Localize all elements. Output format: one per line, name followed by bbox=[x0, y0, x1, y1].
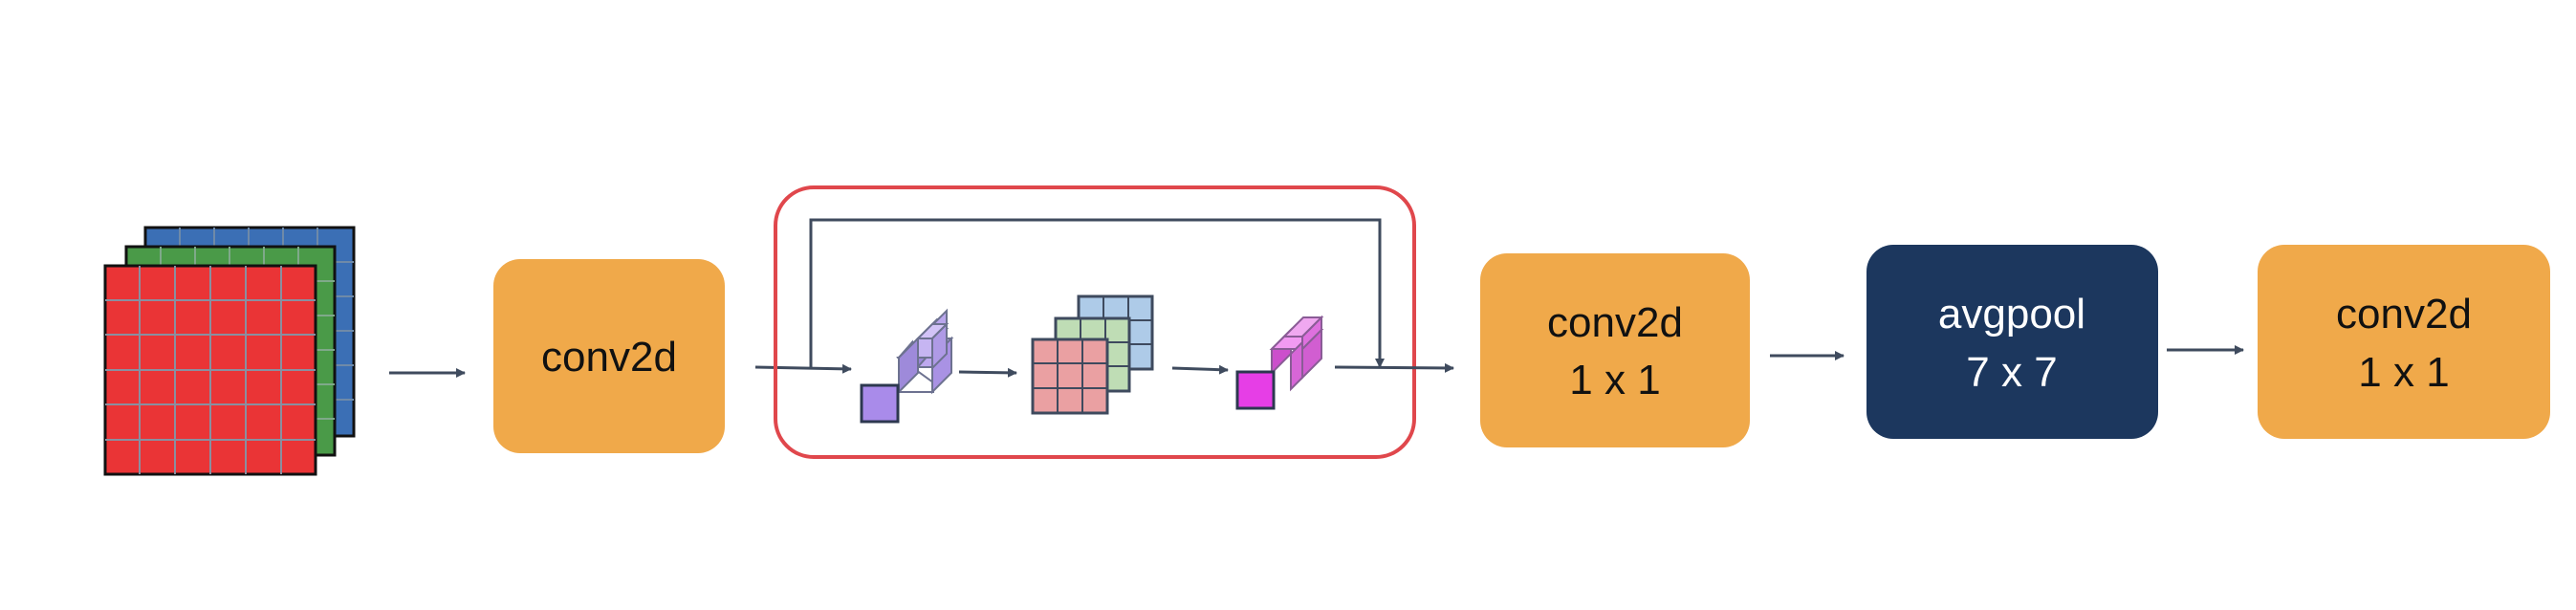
intermediate-feature-stack-icon bbox=[1031, 294, 1154, 415]
skip-connection-line bbox=[809, 218, 1385, 368]
conv2d-block: conv2d bbox=[493, 259, 725, 453]
final-conv2d-size-label: 1 x 1 bbox=[2358, 349, 2449, 396]
arrow-conv-to-separable bbox=[754, 363, 852, 374]
pointwise-kernel-icon bbox=[1235, 315, 1324, 410]
arrow-depthwise-to-feature bbox=[958, 367, 1017, 378]
arrow-block-to-conv1x1 bbox=[1334, 362, 1454, 373]
conv2d-1x1-size-label: 1 x 1 bbox=[1569, 357, 1660, 403]
depthwise-kernel-icon bbox=[860, 308, 954, 424]
input-image-stack-icon bbox=[103, 226, 356, 476]
final-conv2d-label: conv2d bbox=[2336, 291, 2472, 338]
conv2d-block-label: conv2d bbox=[541, 334, 677, 381]
red-channel-layer bbox=[103, 264, 317, 476]
final-conv2d-1x1-block: conv2d 1 x 1 bbox=[2258, 245, 2550, 439]
conv2d-1x1-block: conv2d 1 x 1 bbox=[1480, 253, 1750, 447]
arrow-feature-to-pointwise bbox=[1171, 364, 1229, 375]
avgpool-label: avgpool bbox=[1938, 291, 2085, 338]
residual-block-highlight bbox=[774, 185, 1416, 459]
avgpool-block: avgpool 7 x 7 bbox=[1867, 245, 2158, 439]
conv2d-1x1-label: conv2d bbox=[1547, 299, 1683, 346]
avgpool-size-label: 7 x 7 bbox=[1966, 349, 2057, 396]
